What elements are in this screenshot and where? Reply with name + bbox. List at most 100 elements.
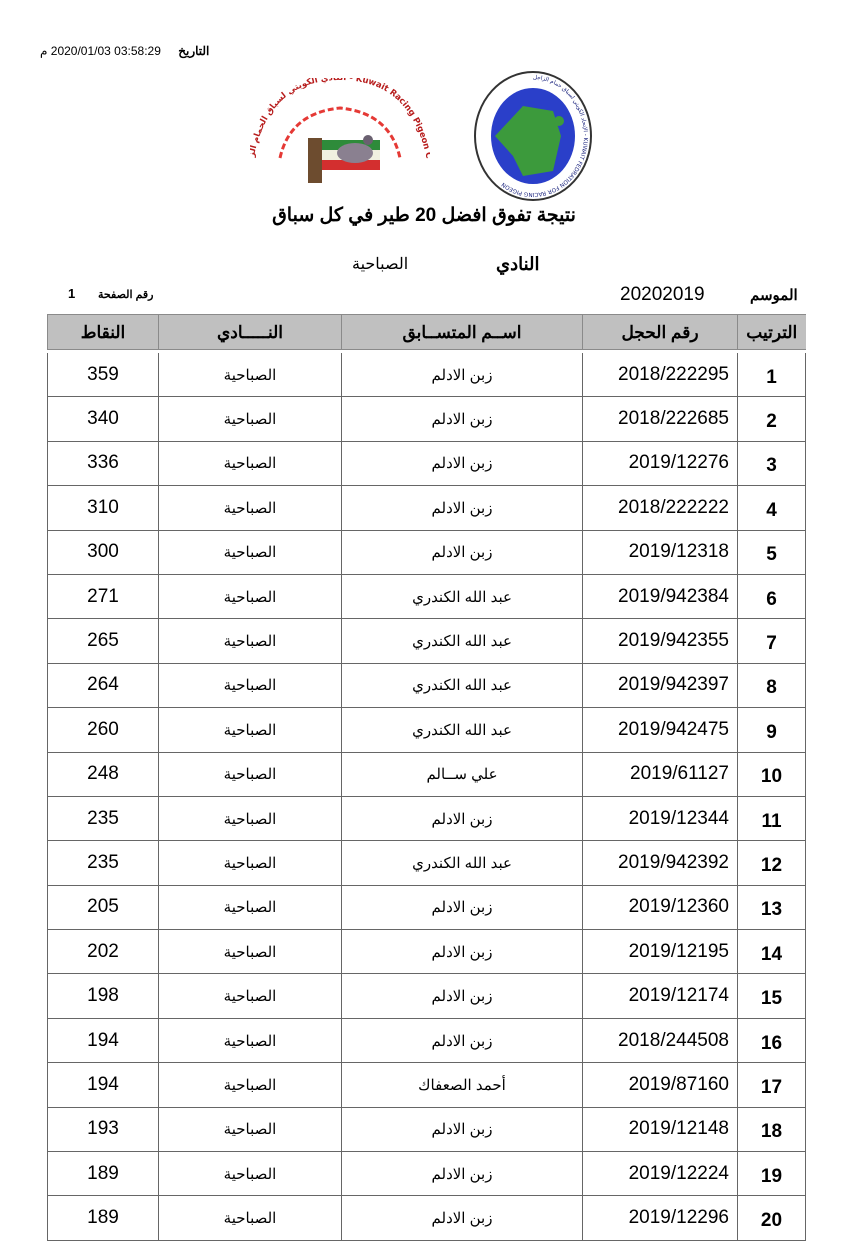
cell-rank: 5 (737, 530, 806, 575)
date-label: التاريخ (178, 44, 210, 58)
table-row: 7 2019/942355 عبد الله الكندري الصباحية 265 (47, 618, 806, 664)
cell-points: 235 (47, 796, 159, 842)
table-row: 20 2019/12296 زبن الادلم الصباحية 189 (47, 1195, 806, 1241)
cell-name: زبن الادلم (341, 485, 583, 531)
cell-points: 189 (47, 1151, 159, 1197)
page-number-value: 1 (68, 286, 76, 301)
cell-club: الصباحية (158, 752, 342, 797)
cell-club: الصباحية (158, 396, 342, 442)
cell-name: عبد الله الكندري (341, 707, 583, 753)
cell-rank: 19 (737, 1151, 806, 1197)
club-label: النادي (496, 254, 540, 274)
cell-points: 359 (47, 351, 159, 398)
cell-club: الصباحية (158, 1151, 342, 1197)
cell-points: 248 (47, 752, 159, 797)
cell-rank: 16 (737, 1018, 806, 1064)
cell-ring: 2019/12195 (582, 929, 738, 975)
table-row: 18 2019/12148 زبن الادلم الصباحية 193 (47, 1107, 806, 1153)
cell-ring: 2018/222295 (582, 351, 738, 398)
cell-rank: 8 (737, 663, 806, 709)
cell-club: الصباحية (158, 1107, 342, 1153)
cell-club: الصباحية (158, 663, 342, 709)
cell-club: الصباحية (158, 1018, 342, 1064)
cell-ring: 2019/942355 (582, 618, 738, 664)
cell-points: 271 (47, 574, 159, 620)
cell-points: 189 (47, 1195, 159, 1241)
table-row: 1 2018/222295 زبن الادلم الصباحية 359 (47, 351, 806, 398)
cell-name: زبن الادلم (341, 796, 583, 842)
cell-ring: 2019/942475 (582, 707, 738, 753)
cell-club: الصباحية (158, 618, 342, 664)
table-row: 13 2019/12360 زبن الادلم الصباحية 205 (47, 885, 806, 931)
cell-club: الصباحية (158, 929, 342, 975)
cell-points: 300 (47, 530, 159, 575)
cell-rank: 4 (737, 485, 806, 531)
cell-name: زبن الادلم (341, 929, 583, 975)
table-row: 4 2018/222222 زبن الادلم الصباحية 310 (47, 485, 806, 531)
table-row: 11 2019/12344 زبن الادلم الصباحية 235 (47, 796, 806, 842)
cell-ring: 2019/12174 (582, 973, 738, 1019)
club-value: الصباحية (352, 256, 409, 273)
cell-ring: 2018/222685 (582, 396, 738, 442)
column-header-name: اســم المتســابق (341, 314, 583, 353)
table-row: 12 2019/942392 عبد الله الكندري الصباحية 235 (47, 840, 806, 886)
cell-ring: 2018/222222 (582, 485, 738, 531)
cell-name: عبد الله الكندري (341, 840, 583, 886)
cell-points: 340 (47, 396, 159, 442)
cell-club: الصباحية (158, 707, 342, 753)
cell-rank: 10 (737, 752, 806, 797)
column-header-club: النـــــادي (158, 314, 342, 353)
cell-name: زبن الادلم (341, 351, 583, 398)
cell-name: زبن الادلم (341, 1151, 583, 1197)
cell-ring: 2019/942384 (582, 574, 738, 620)
cell-rank: 20 (737, 1195, 806, 1241)
cell-points: 336 (47, 441, 159, 487)
cell-points: 260 (47, 707, 159, 753)
cell-ring: 2019/942397 (582, 663, 738, 709)
cell-name: علي ســالم (341, 752, 583, 797)
cell-name: عبد الله الكندري (341, 663, 583, 709)
cell-rank: 15 (737, 973, 806, 1019)
cell-ring: 2019/61127 (582, 752, 738, 797)
cell-ring: 2019/12344 (582, 796, 738, 842)
cell-points: 202 (47, 929, 159, 975)
report-date: 03:58:29 2020/01/03 م التاريخ (40, 44, 209, 58)
cell-club: الصباحية (158, 1062, 342, 1108)
cell-rank: 12 (737, 840, 806, 886)
cell-rank: 14 (737, 929, 806, 975)
cell-points: 310 (47, 485, 159, 531)
cell-club: الصباحية (158, 485, 342, 531)
cell-rank: 3 (737, 441, 806, 487)
cell-points: 235 (47, 840, 159, 886)
cell-points: 193 (47, 1107, 159, 1153)
table-row: 19 2019/12224 زبن الادلم الصباحية 189 (47, 1151, 806, 1197)
cell-rank: 17 (737, 1062, 806, 1108)
cell-club: الصباحية (158, 840, 342, 886)
cell-club: الصباحية (158, 1195, 342, 1241)
cell-ring: 2019/12148 (582, 1107, 738, 1153)
cell-name: زبن الادلم (341, 1107, 583, 1153)
table-header-row: الترتيب رقم الحجل اســم المتســابق النــ… (47, 314, 806, 353)
cell-rank: 1 (737, 351, 806, 398)
cell-rank: 13 (737, 885, 806, 931)
report-title: نتيجة تفوق افضل 20 طير في كل سباق (272, 205, 576, 226)
page-number-label: رقم الصفحة (98, 289, 154, 301)
cell-ring: 2019/12296 (582, 1195, 738, 1241)
cell-name: أحمد الصعفاك (341, 1062, 583, 1108)
cell-rank: 18 (737, 1107, 806, 1153)
cell-ring: 2019/12360 (582, 885, 738, 931)
cell-points: 194 (47, 1018, 159, 1064)
cell-points: 194 (47, 1062, 159, 1108)
cell-rank: 9 (737, 707, 806, 753)
cell-rank: 7 (737, 618, 806, 664)
table-row: 6 2019/942384 عبد الله الكندري الصباحية 271 (47, 574, 806, 620)
cell-ring: 2019/12276 (582, 441, 738, 487)
column-header-ring: رقم الحجل (582, 314, 738, 353)
cell-name: زبن الادلم (341, 973, 583, 1019)
cell-ring: 2019/12224 (582, 1151, 738, 1197)
cell-points: 265 (47, 618, 159, 664)
cell-club: الصباحية (158, 351, 342, 398)
column-header-rank: الترتيب (737, 314, 806, 353)
cell-rank: 11 (737, 796, 806, 842)
table-row: 9 2019/942475 عبد الله الكندري الصباحية 260 (47, 707, 806, 753)
